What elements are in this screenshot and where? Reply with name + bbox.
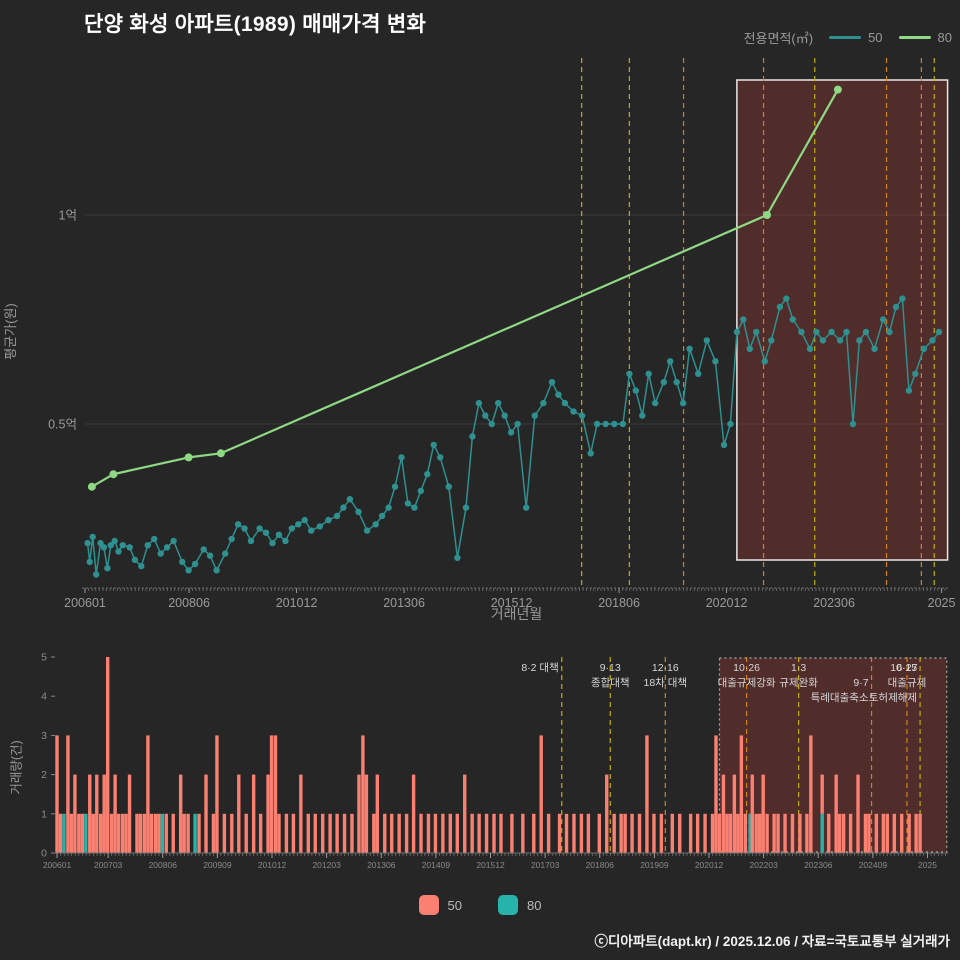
svg-text:201409: 201409	[422, 860, 451, 870]
svg-text:3: 3	[41, 730, 47, 742]
bar-50-swatch	[418, 895, 439, 915]
svg-text:202409: 202409	[859, 860, 888, 870]
svg-text:규제완화: 규제완화	[779, 676, 818, 689]
price-policy-lines	[581, 58, 935, 588]
svg-text:201012: 201012	[258, 860, 287, 870]
svg-text:201203: 201203	[312, 860, 341, 870]
price-series-80	[87, 85, 842, 491]
price-highlight-region	[736, 79, 949, 561]
svg-text:201512: 201512	[476, 860, 505, 870]
svg-text:대출규제: 대출규제	[888, 677, 927, 689]
series-80-swatch	[898, 36, 931, 39]
legend-item-50-label: 50	[868, 30, 883, 45]
legend-item-50[interactable]: 50	[829, 30, 883, 45]
svg-text:202012: 202012	[706, 596, 748, 610]
svg-text:202203: 202203	[749, 860, 778, 870]
legend-item-80-label: 80	[937, 30, 952, 45]
svg-text:202306: 202306	[813, 596, 855, 610]
svg-text:201012: 201012	[276, 596, 318, 610]
svg-text:9·7: 9·7	[853, 677, 868, 689]
svg-text:201806: 201806	[586, 860, 615, 870]
svg-text:2: 2	[41, 769, 47, 781]
svg-text:200806: 200806	[168, 596, 210, 610]
svg-text:0.5억: 0.5억	[48, 418, 77, 432]
svg-text:10·26: 10·26	[733, 662, 760, 674]
legend-item-80[interactable]: 80	[898, 30, 952, 45]
price-series-50	[84, 295, 943, 578]
price-x-axis-title: 거래년월	[490, 606, 543, 622]
svg-text:10·15: 10·15	[890, 662, 917, 674]
svg-text:6·27: 6·27	[896, 662, 917, 674]
svg-text:200703: 200703	[94, 860, 123, 870]
svg-text:대출규제강화: 대출규제강화	[718, 677, 776, 689]
svg-text:12·16: 12·16	[652, 662, 679, 674]
page-title: 단양 화성 아파트(1989) 매매가격 변화	[84, 13, 427, 36]
svg-text:200601: 200601	[64, 596, 106, 610]
svg-text:200806: 200806	[149, 860, 178, 870]
legend-volume-item-50[interactable]: 50	[418, 895, 462, 915]
legend-area-title: 전용면적(㎡)	[743, 31, 814, 46]
svg-text:202306: 202306	[804, 860, 833, 870]
svg-text:200909: 200909	[203, 860, 232, 870]
svg-text:201806: 201806	[598, 596, 640, 610]
legend-volume-item-80-label: 80	[527, 897, 542, 913]
price-x-axis: 200601 200806 201012 201306 201512 201806 2020…	[64, 587, 956, 610]
svg-text:2025: 2025	[918, 860, 937, 870]
svg-text:1·3: 1·3	[791, 662, 806, 674]
legend-volume-item-80[interactable]: 80	[498, 895, 541, 915]
volume-bars	[55, 657, 922, 853]
svg-text:9·13: 9·13	[600, 662, 621, 674]
svg-text:201909: 201909	[640, 860, 669, 870]
svg-text:토허제해제: 토허제해제	[869, 691, 917, 704]
svg-text:2025: 2025	[928, 596, 956, 610]
svg-text:종합대책: 종합대책	[591, 677, 630, 689]
svg-text:201306: 201306	[383, 596, 425, 610]
footer-credit: ⓒ디아파트(dapt.kr) / 2025.12.06 / 자료=국토교통부 실…	[594, 934, 950, 949]
bar-80-swatch	[498, 895, 518, 915]
svg-text:201306: 201306	[367, 860, 396, 870]
svg-text:5: 5	[41, 652, 47, 664]
svg-text:1억: 1억	[59, 209, 77, 223]
volume-x-axis: 200601 200703 200806 200909 201012 201203 2013…	[43, 852, 948, 870]
price-y-axis-title: 평균가(원)	[2, 303, 18, 360]
legend-area: 전용면적(㎡) 50 80	[744, 28, 952, 47]
svg-text:200601: 200601	[43, 860, 72, 870]
svg-text:201512: 201512	[491, 596, 533, 610]
svg-text:4: 4	[41, 691, 47, 703]
svg-text:0: 0	[41, 848, 47, 860]
legend-volume-item-50-label: 50	[447, 897, 462, 913]
series-50-swatch	[829, 36, 862, 39]
svg-text:특례대출축소: 특례대출축소	[811, 692, 869, 704]
svg-text:8·2 대책: 8·2 대책	[521, 662, 558, 674]
svg-text:18차 대책: 18차 대책	[644, 677, 688, 689]
volume-y-axis-title: 거래량(건)	[9, 740, 24, 795]
legend-volume: 50 80	[0, 895, 960, 915]
volume-y-axis: 0 1 2 3 4 5	[41, 652, 55, 860]
svg-text:202012: 202012	[695, 860, 724, 870]
svg-text:1: 1	[41, 808, 47, 820]
svg-text:201703: 201703	[531, 860, 560, 870]
